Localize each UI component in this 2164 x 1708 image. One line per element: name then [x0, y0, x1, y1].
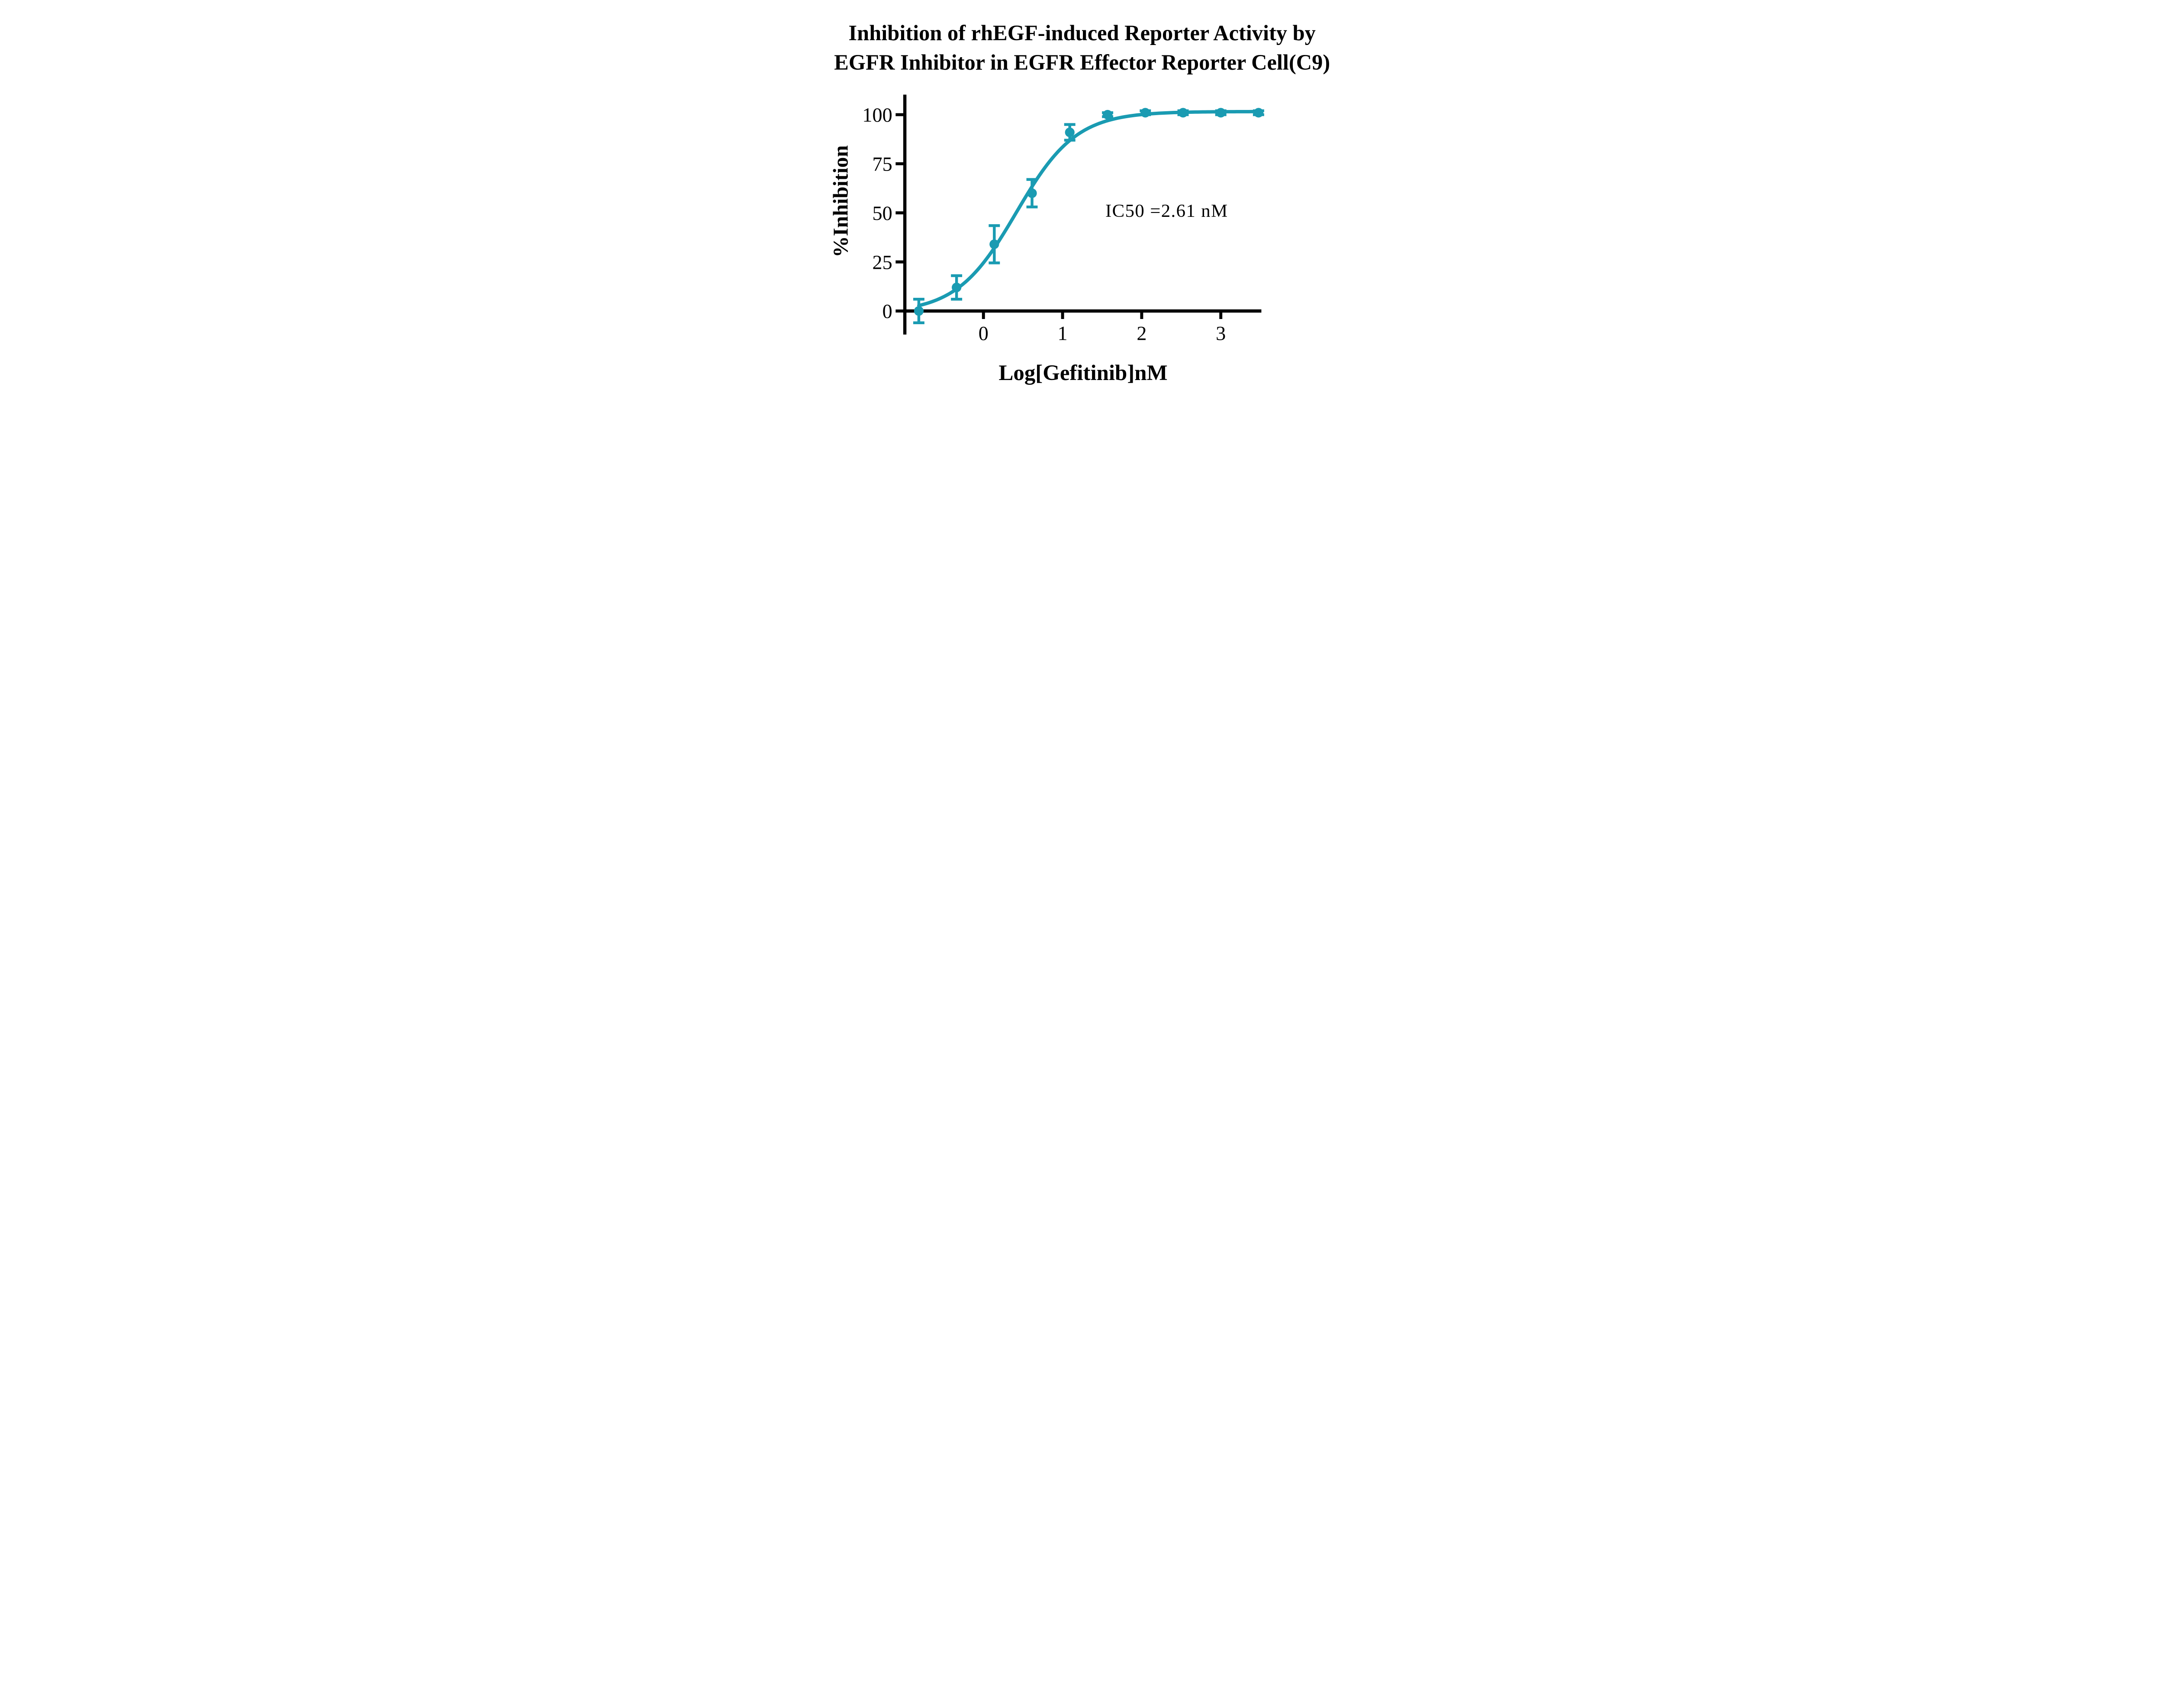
- y-tick-label: 0: [882, 301, 892, 323]
- y-tick-label: 75: [872, 154, 892, 176]
- data-point-marker: [1065, 127, 1075, 137]
- data-point-marker: [1253, 108, 1264, 118]
- figure-container: 0 25 50 75 100 0 1 2 3 Inhibition of rhEGF-induce…: [801, 0, 1363, 396]
- chart-title-line1: Inhibition of rhEGF-induced Reporter Act…: [849, 21, 1316, 45]
- y-tick-label: 50: [872, 203, 892, 225]
- y-axis-title: %Inhibition: [828, 145, 852, 258]
- data-point-marker: [914, 306, 924, 316]
- data-point-marker: [1140, 108, 1150, 118]
- data-point-marker: [989, 239, 999, 249]
- data-point-marker: [1178, 108, 1188, 118]
- data-point-marker: [1103, 110, 1113, 120]
- data-point-marker: [1027, 188, 1037, 198]
- data-point-marker: [1216, 108, 1226, 118]
- x-tick-label: 2: [1137, 323, 1146, 345]
- y-tick-label: 25: [872, 251, 892, 274]
- y-tick-label: 100: [862, 104, 892, 126]
- chart-title-line2: EGFR Inhibitor in EGFR Effector Reporter…: [834, 50, 1330, 74]
- x-tick-label: 0: [979, 323, 989, 345]
- x-tick-label: 1: [1058, 323, 1068, 345]
- dose-response-chart: 0 25 50 75 100 0 1 2 3 Inhibition of rhEGF-induce…: [801, 0, 1363, 396]
- x-axis-title: Log[Gefitinib]nM: [998, 361, 1167, 385]
- fit-curve: [917, 110, 1260, 307]
- x-tick-label: 3: [1216, 323, 1226, 345]
- data-point-marker: [952, 282, 962, 293]
- ic50-annotation: IC50 =2.61 nM: [1105, 201, 1228, 221]
